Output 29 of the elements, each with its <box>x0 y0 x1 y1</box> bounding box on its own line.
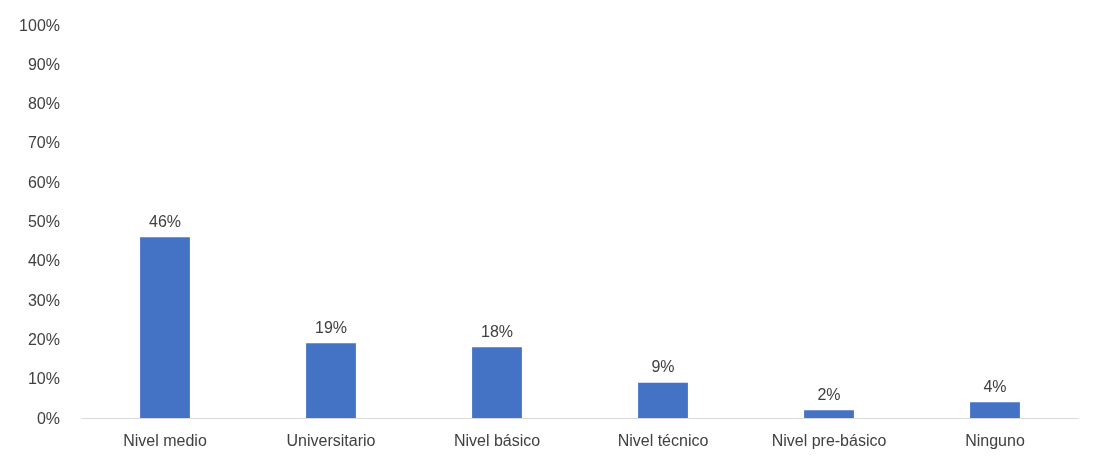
data-label: 46% <box>148 212 182 230</box>
bar <box>804 410 854 418</box>
data-label: 4% <box>983 377 1007 395</box>
bar <box>472 347 522 418</box>
y-tick-label: 90% <box>27 55 60 73</box>
y-tick-label: 80% <box>27 95 60 113</box>
bar <box>970 402 1020 418</box>
y-tick-label: 30% <box>27 291 60 309</box>
data-label: 19% <box>314 318 348 336</box>
y-tick-label: 10% <box>27 370 60 388</box>
y-tick-label: 50% <box>27 213 60 230</box>
y-tick-label: 100% <box>19 16 60 34</box>
y-tick-label: 70% <box>27 134 60 152</box>
data-label: 18% <box>480 322 514 340</box>
bar <box>306 343 356 418</box>
y-tick-label: 0% <box>36 409 60 427</box>
x-tick-label: Universitario <box>286 431 376 449</box>
y-tick-label: 40% <box>27 252 60 270</box>
data-label: 9% <box>651 358 675 376</box>
x-tick-label: Nivel medio <box>123 431 207 449</box>
bar <box>140 237 190 418</box>
data-label: 2% <box>817 385 841 403</box>
x-tick-label: Nivel pre-básico <box>771 431 887 449</box>
bar <box>638 382 688 418</box>
y-tick-label: 20% <box>27 330 60 348</box>
x-tick-label: Nivel técnico <box>617 431 709 449</box>
x-tick-label: Ninguno <box>965 431 1025 449</box>
y-tick-label: 60% <box>27 173 60 191</box>
x-tick-label: Nivel básico <box>453 431 541 449</box>
